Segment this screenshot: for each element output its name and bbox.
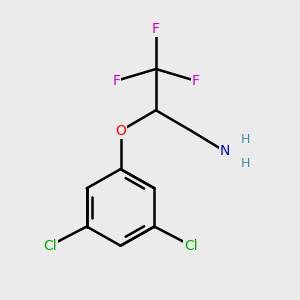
Text: F: F [152, 22, 160, 36]
Text: F: F [192, 74, 200, 88]
Text: Cl: Cl [184, 239, 198, 253]
Text: H: H [241, 157, 250, 170]
Text: F: F [112, 74, 120, 88]
Text: Cl: Cl [43, 239, 57, 253]
Text: O: O [115, 124, 126, 138]
Text: H: H [241, 133, 250, 146]
Text: N: N [220, 145, 230, 158]
